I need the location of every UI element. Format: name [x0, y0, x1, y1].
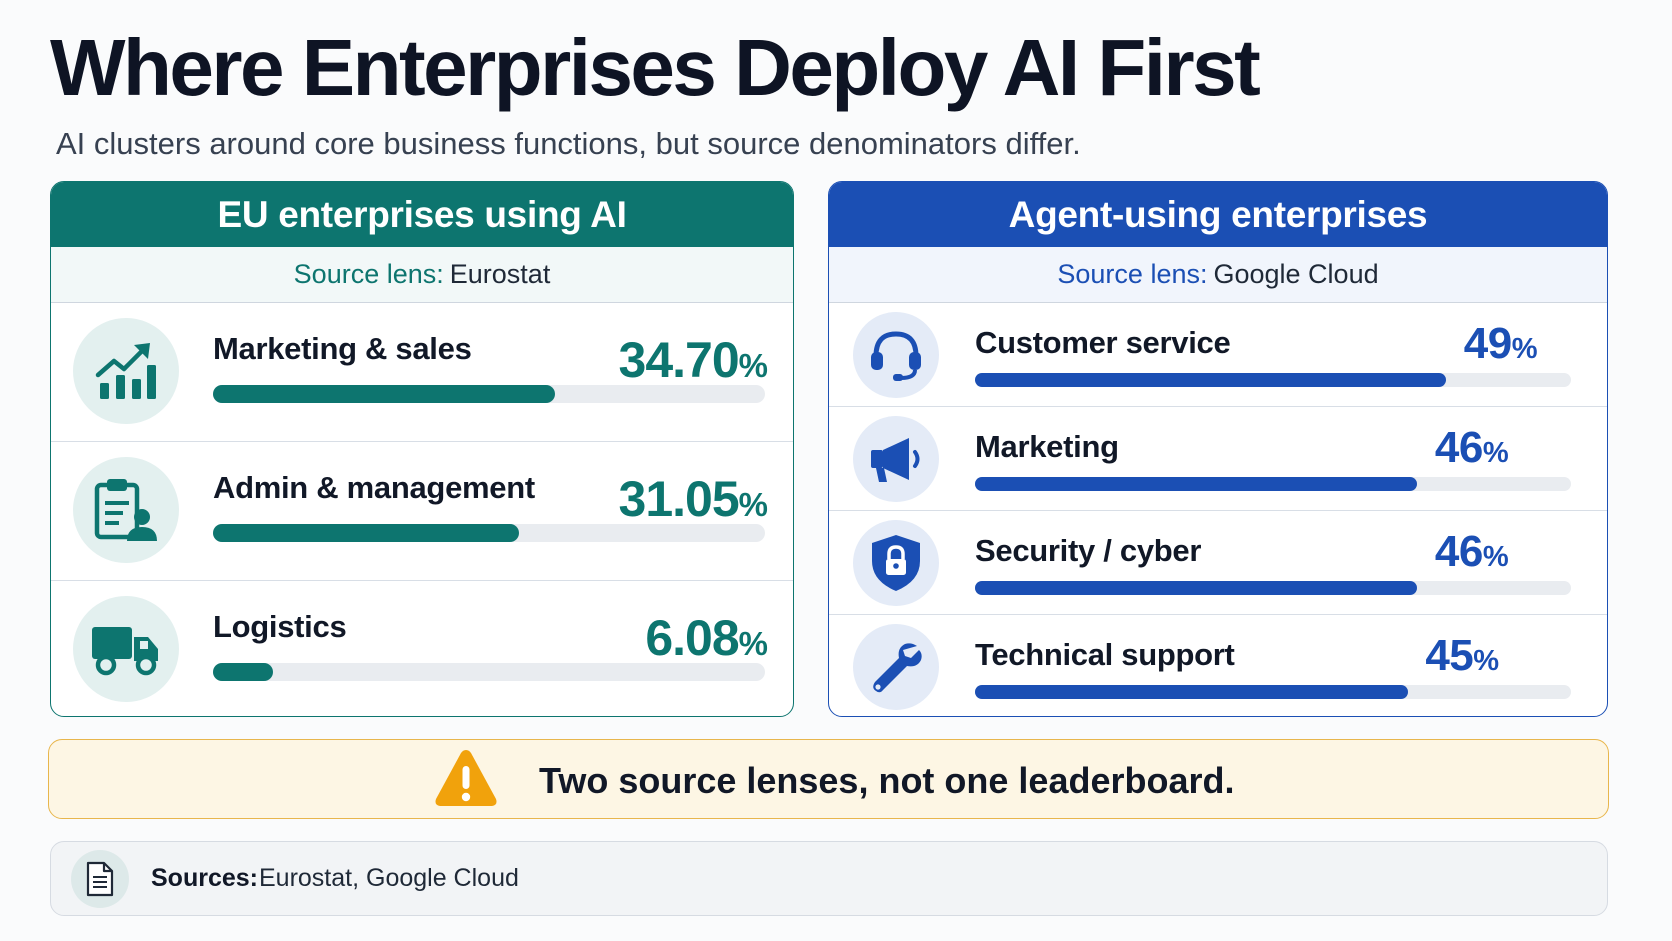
warning-banner: Two source lenses, not one leaderboard. — [48, 739, 1609, 819]
value-label: 34.70% — [618, 331, 768, 389]
bar-fill — [213, 524, 520, 542]
megaphone-icon — [853, 416, 939, 502]
value-unit: % — [1482, 541, 1509, 573]
bar-track — [213, 385, 765, 403]
rising-chart-icon — [73, 318, 179, 424]
value-unit: % — [738, 486, 768, 523]
clipboard-person-icon — [73, 457, 179, 563]
value-label: 45% — [1425, 631, 1499, 681]
sources-label: Sources: — [151, 864, 258, 892]
value-label: 46% — [1434, 527, 1509, 577]
warning-icon — [433, 747, 499, 814]
chart-row: Marketing 46% — [829, 407, 1607, 511]
source-lens-label: Source lens: — [1057, 259, 1208, 289]
chart-row: Admin & management 31.05% — [51, 442, 793, 581]
value-unit: % — [738, 347, 768, 384]
category-label: Logistics — [213, 609, 347, 644]
warning-text: Two source lenses, not one leaderboard. — [539, 760, 1235, 801]
sources-footer: Sources: Eurostat, Google Cloud — [50, 841, 1608, 916]
value-number: 6.08 — [645, 610, 739, 666]
value-label: 46% — [1434, 423, 1509, 473]
category-label: Customer service — [975, 325, 1231, 360]
chart-row: Technical support 45% — [829, 615, 1607, 716]
value-number: 31.05 — [618, 471, 740, 527]
category-label: Marketing & sales — [213, 331, 472, 366]
value-unit: % — [1482, 437, 1509, 469]
category-label: Technical support — [975, 637, 1235, 672]
eu-enterprises-panel: EU enterprises using AI Source lens: Eur… — [50, 181, 794, 717]
bar-track — [213, 663, 765, 681]
value-number: 45 — [1425, 631, 1474, 680]
source-lens: Source lens: Eurostat — [51, 247, 793, 303]
source-lens-name: Eurostat — [449, 259, 551, 289]
page-subtitle: AI clusters around core business functio… — [56, 126, 1081, 161]
bar-track — [975, 581, 1571, 595]
value-number: 49 — [1463, 319, 1512, 368]
chart-row: Logistics 6.08% — [51, 581, 793, 716]
source-lens: Source lens: Google Cloud — [829, 247, 1607, 303]
headset-icon — [853, 312, 939, 398]
document-icon — [71, 850, 129, 908]
category-label: Admin & management — [213, 470, 535, 505]
agent-enterprises-panel: Agent-using enterprises Source lens: Goo… — [828, 181, 1608, 717]
panel-title: Agent-using enterprises — [829, 182, 1607, 247]
category-label: Security / cyber — [975, 533, 1202, 568]
bar-fill — [213, 385, 556, 403]
page-title: Where Enterprises Deploy AI First — [50, 23, 1261, 112]
value-label: 6.08% — [645, 609, 768, 667]
bar-track — [975, 373, 1571, 387]
source-lens-name: Google Cloud — [1213, 259, 1379, 289]
chart-row: Marketing & sales 34.70% — [51, 303, 793, 442]
value-number: 46 — [1434, 527, 1483, 576]
value-unit: % — [1473, 645, 1499, 677]
bar-track — [213, 524, 765, 542]
value-label: 31.05% — [618, 470, 768, 528]
chart-row: Customer service 49% — [829, 303, 1607, 407]
value-unit: % — [1511, 333, 1538, 365]
shield-lock-icon — [853, 520, 939, 606]
bar-track — [975, 477, 1571, 491]
panel-title: EU enterprises using AI — [51, 182, 793, 247]
value-unit: % — [738, 625, 768, 662]
sources-text: Eurostat, Google Cloud — [259, 864, 519, 892]
bar-fill — [975, 373, 1447, 387]
value-label: 49% — [1463, 319, 1538, 369]
category-label: Marketing — [975, 429, 1119, 464]
bar-fill — [975, 581, 1418, 595]
chart-row: Security / cyber 46% — [829, 511, 1607, 615]
bar-fill — [975, 477, 1418, 491]
truck-icon — [73, 596, 179, 702]
bar-track — [975, 685, 1571, 699]
value-number: 46 — [1434, 423, 1483, 472]
wrench-icon — [853, 624, 939, 710]
source-lens-label: Source lens: — [293, 259, 444, 289]
bar-fill — [213, 663, 273, 681]
bar-fill — [975, 685, 1408, 699]
value-number: 34.70 — [618, 332, 740, 388]
